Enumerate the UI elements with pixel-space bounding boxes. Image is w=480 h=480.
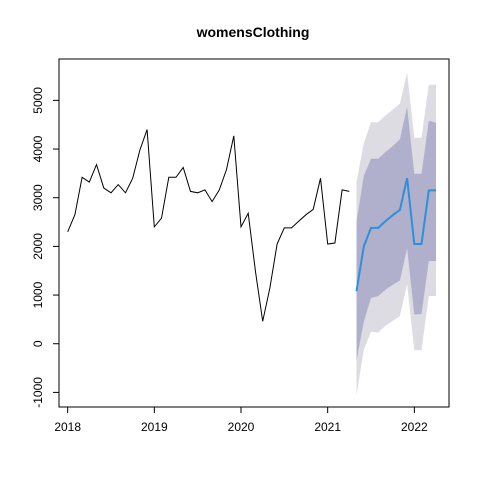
x-tick-label: 2018 bbox=[54, 420, 81, 434]
pi80-band-group bbox=[356, 106, 436, 361]
series-lines bbox=[67, 129, 436, 322]
pi80-band bbox=[356, 106, 436, 361]
x-tick-label: 2022 bbox=[401, 420, 428, 434]
y-tick-label: 2000 bbox=[31, 233, 45, 260]
y-tick-label: 0 bbox=[31, 340, 45, 347]
x-tick-label: 2019 bbox=[141, 420, 168, 434]
y-tick-label: 3000 bbox=[31, 184, 45, 211]
history-line bbox=[67, 129, 350, 322]
y-axis: -1000 0 1000 2000 3000 4000 5000 bbox=[31, 87, 60, 408]
chart-title: womensClothing bbox=[196, 24, 310, 40]
y-tick-label: 5000 bbox=[31, 87, 45, 114]
y-tick-label: 4000 bbox=[31, 135, 45, 162]
y-tick-label: -1000 bbox=[31, 377, 45, 408]
x-tick-label: 2021 bbox=[314, 420, 341, 434]
y-tick-label: 1000 bbox=[31, 281, 45, 308]
x-tick-label: 2020 bbox=[228, 420, 255, 434]
x-axis: 2018 2019 2020 2021 2022 bbox=[54, 406, 428, 434]
forecast-mean-line bbox=[355, 177, 436, 292]
